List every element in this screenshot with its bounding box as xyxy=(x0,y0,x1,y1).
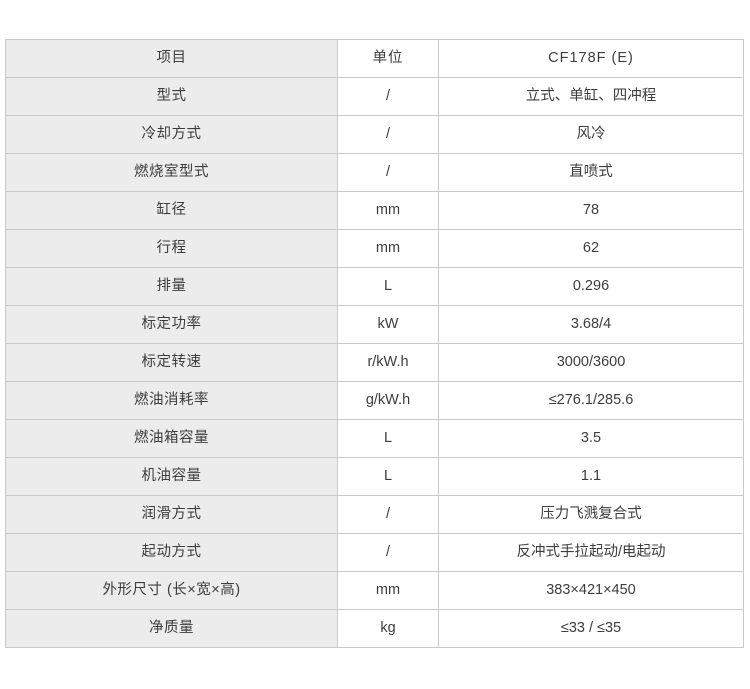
cell-item: 燃油箱容量 xyxy=(5,419,338,458)
table-row: 行程 mm 62 xyxy=(5,229,744,268)
cell-item: 燃烧室型式 xyxy=(5,153,338,192)
cell-value: 0.296 xyxy=(438,267,744,306)
cell-value: 3.5 xyxy=(438,419,744,458)
cell-item: 缸径 xyxy=(5,191,338,230)
cell-value: ≤33 / ≤35 xyxy=(438,609,744,648)
cell-unit: mm xyxy=(337,191,439,230)
cell-unit: / xyxy=(337,533,439,572)
table-row: 起动方式 / 反冲式手拉起动/电起动 xyxy=(5,533,744,572)
engine-specification-table: 项目 单位 CF178F (E) 型式 / 立式、单缸、四冲程 冷却方式 / 风冷 燃烧室型… xyxy=(5,39,744,648)
cell-unit: r/kW.h xyxy=(337,343,439,382)
column-header-item: 项目 xyxy=(5,39,338,78)
cell-unit: / xyxy=(337,77,439,116)
cell-value: 风冷 xyxy=(438,115,744,154)
cell-item: 机油容量 xyxy=(5,457,338,496)
cell-value: 压力飞溅复合式 xyxy=(438,495,744,534)
cell-unit: / xyxy=(337,495,439,534)
column-header-value: CF178F (E) xyxy=(438,39,744,78)
cell-value: 1.1 xyxy=(438,457,744,496)
cell-unit: kg xyxy=(337,609,439,648)
cell-item: 燃油消耗率 xyxy=(5,381,338,420)
cell-unit: mm xyxy=(337,229,439,268)
cell-item: 润滑方式 xyxy=(5,495,338,534)
cell-value: 78 xyxy=(438,191,744,230)
cell-value: 立式、单缸、四冲程 xyxy=(438,77,744,116)
cell-unit: L xyxy=(337,267,439,306)
table-row: 燃油箱容量 L 3.5 xyxy=(5,419,744,458)
cell-unit: / xyxy=(337,115,439,154)
table-row: 外形尺寸 (长×宽×高) mm 383×421×450 xyxy=(5,571,744,610)
cell-item: 起动方式 xyxy=(5,533,338,572)
cell-value: 反冲式手拉起动/电起动 xyxy=(438,533,744,572)
table-row: 燃烧室型式 / 直喷式 xyxy=(5,153,744,192)
cell-item: 标定功率 xyxy=(5,305,338,344)
cell-unit: mm xyxy=(337,571,439,610)
table-row: 排量 L 0.296 xyxy=(5,267,744,306)
cell-value: 62 xyxy=(438,229,744,268)
table-row: 型式 / 立式、单缸、四冲程 xyxy=(5,77,744,116)
table-header-row: 项目 单位 CF178F (E) xyxy=(5,39,744,78)
cell-item: 净质量 xyxy=(5,609,338,648)
cell-value: 3000/3600 xyxy=(438,343,744,382)
cell-value: 直喷式 xyxy=(438,153,744,192)
cell-value: 3.68/4 xyxy=(438,305,744,344)
table-row: 机油容量 L 1.1 xyxy=(5,457,744,496)
cell-item: 标定转速 xyxy=(5,343,338,382)
table-row: 润滑方式 / 压力飞溅复合式 xyxy=(5,495,744,534)
table-row: 燃油消耗率 g/kW.h ≤276.1/285.6 xyxy=(5,381,744,420)
specification-table-container: 项目 单位 CF178F (E) 型式 / 立式、单缸、四冲程 冷却方式 / 风冷 燃烧室型… xyxy=(5,39,744,648)
column-header-unit: 单位 xyxy=(337,39,439,78)
table-row: 标定功率 kW 3.68/4 xyxy=(5,305,744,344)
table-row: 缸径 mm 78 xyxy=(5,191,744,230)
cell-item: 冷却方式 xyxy=(5,115,338,154)
table-body: 型式 / 立式、单缸、四冲程 冷却方式 / 风冷 燃烧室型式 / 直喷式 缸径 mm 78 行程 mm 62… xyxy=(5,77,744,648)
cell-unit: L xyxy=(337,457,439,496)
cell-value: ≤276.1/285.6 xyxy=(438,381,744,420)
cell-value: 383×421×450 xyxy=(438,571,744,610)
cell-item: 外形尺寸 (长×宽×高) xyxy=(5,571,338,610)
cell-item: 排量 xyxy=(5,267,338,306)
table-header: 项目 单位 CF178F (E) xyxy=(5,39,744,78)
table-row: 净质量 kg ≤33 / ≤35 xyxy=(5,609,744,648)
cell-unit: kW xyxy=(337,305,439,344)
cell-unit: g/kW.h xyxy=(337,381,439,420)
cell-unit: / xyxy=(337,153,439,192)
cell-item: 行程 xyxy=(5,229,338,268)
cell-unit: L xyxy=(337,419,439,458)
table-row: 标定转速 r/kW.h 3000/3600 xyxy=(5,343,744,382)
cell-item: 型式 xyxy=(5,77,338,116)
table-row: 冷却方式 / 风冷 xyxy=(5,115,744,154)
